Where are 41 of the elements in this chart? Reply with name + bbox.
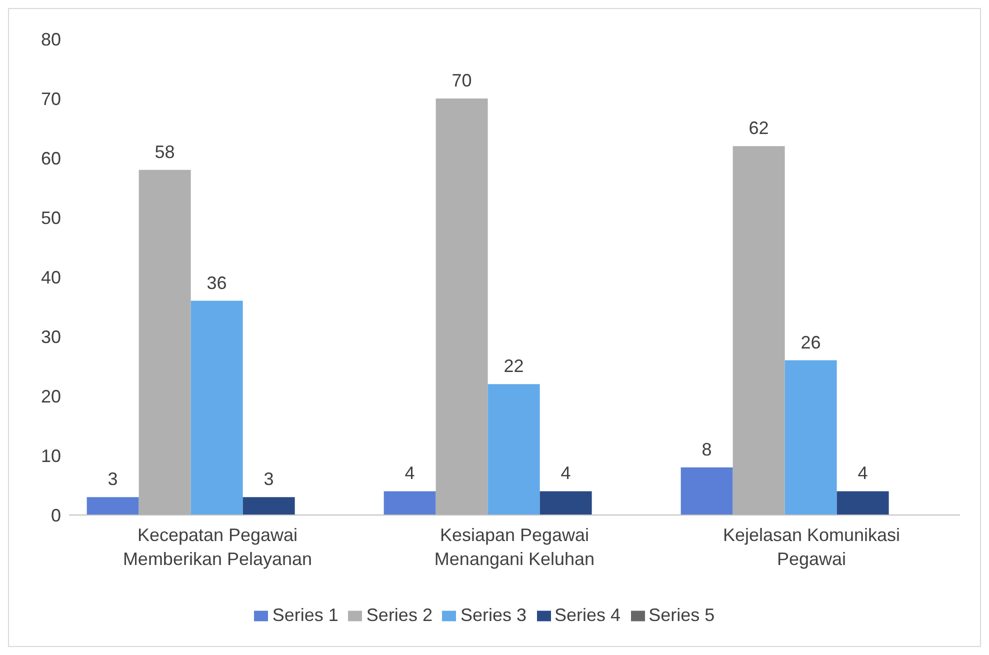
legend-label: Series 3 bbox=[460, 605, 527, 625]
bar bbox=[488, 384, 540, 515]
y-tick-label: 70 bbox=[40, 88, 61, 109]
data-label: 8 bbox=[702, 439, 712, 460]
y-tick-label: 40 bbox=[40, 267, 61, 288]
legend-label: Series 1 bbox=[272, 605, 338, 625]
bar bbox=[86, 497, 139, 515]
data-label: 62 bbox=[748, 118, 769, 138]
bar bbox=[540, 491, 592, 515]
legend-label: Series 2 bbox=[366, 605, 432, 625]
data-label: 26 bbox=[800, 332, 821, 352]
data-label: 4 bbox=[560, 463, 571, 484]
data-label: 4 bbox=[858, 463, 868, 484]
data-label: 3 bbox=[108, 469, 118, 490]
bar bbox=[836, 491, 889, 515]
data-label: 3 bbox=[264, 469, 274, 490]
bar bbox=[732, 146, 785, 515]
y-tick-label: 10 bbox=[40, 446, 61, 466]
x-tick-label: Kesiapan Pegawai Menangani Keluhan bbox=[434, 525, 595, 569]
bar bbox=[138, 170, 191, 515]
data-label: 58 bbox=[154, 142, 175, 162]
y-tick-label: 80 bbox=[40, 29, 61, 50]
bar bbox=[242, 497, 295, 515]
bar bbox=[436, 98, 488, 515]
y-tick-label: 30 bbox=[40, 326, 61, 347]
x-tick-label: Kecepatan Pegawai Memberikan Pelayanan bbox=[122, 525, 312, 569]
bar bbox=[190, 300, 243, 515]
y-tick-label: 0 bbox=[50, 505, 61, 526]
bar bbox=[680, 467, 733, 515]
bar bbox=[784, 360, 837, 515]
y-tick-label: 50 bbox=[40, 208, 61, 228]
legend-label: Series 5 bbox=[648, 605, 715, 625]
legend-label: Series 4 bbox=[554, 605, 621, 625]
x-tick-label: Kejelasan Komunikasi Pegawai bbox=[722, 525, 900, 569]
data-label: 70 bbox=[452, 70, 472, 90]
data-label: 4 bbox=[404, 463, 415, 484]
y-tick-label: 60 bbox=[40, 148, 61, 168]
y-tick-label: 20 bbox=[40, 386, 61, 406]
bar bbox=[384, 491, 436, 515]
data-label: 22 bbox=[504, 356, 524, 376]
data-label: 36 bbox=[206, 272, 227, 293]
